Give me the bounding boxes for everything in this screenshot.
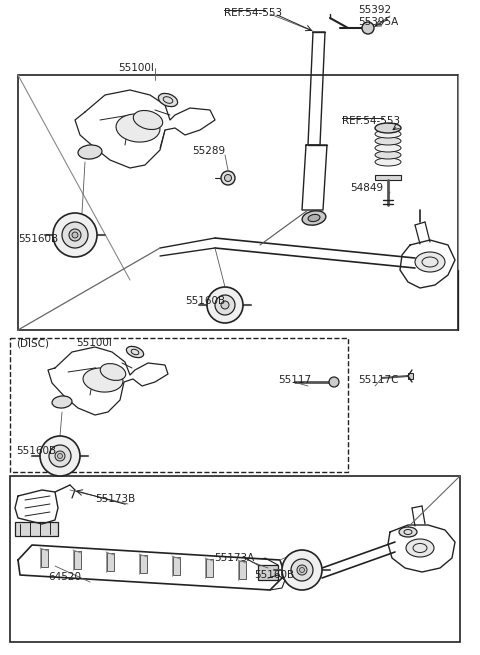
Circle shape (215, 295, 235, 315)
Circle shape (49, 445, 71, 467)
Bar (10, 338, 348, 472)
Bar (408, 373, 413, 379)
Text: 55289: 55289 (192, 146, 225, 156)
Text: (DISC): (DISC) (16, 338, 49, 348)
Bar (239, 561, 246, 579)
Text: 55160B: 55160B (254, 570, 294, 580)
Bar (41, 549, 48, 567)
Ellipse shape (399, 527, 417, 537)
Circle shape (362, 22, 374, 34)
Circle shape (55, 451, 65, 461)
Ellipse shape (375, 130, 401, 138)
Circle shape (291, 559, 313, 581)
Ellipse shape (375, 151, 401, 159)
Bar (18, 75, 458, 330)
Bar (375, 175, 401, 180)
Text: REF.54-553: REF.54-553 (224, 8, 282, 18)
Circle shape (207, 287, 243, 323)
Bar (173, 557, 180, 575)
Bar (15, 522, 58, 536)
Circle shape (221, 301, 229, 309)
Text: 54849: 54849 (350, 183, 383, 193)
Text: 55117C: 55117C (358, 375, 398, 385)
Circle shape (221, 171, 235, 185)
Circle shape (300, 567, 304, 572)
Ellipse shape (375, 123, 401, 133)
Ellipse shape (158, 94, 178, 107)
Ellipse shape (375, 158, 401, 166)
Bar (107, 553, 114, 571)
Circle shape (72, 232, 78, 238)
Text: 64520: 64520 (48, 572, 81, 582)
Text: 55173B: 55173B (95, 494, 135, 504)
Ellipse shape (126, 346, 144, 358)
Circle shape (225, 174, 231, 181)
Bar (74, 551, 81, 569)
Bar (258, 565, 278, 580)
Circle shape (40, 436, 80, 476)
Circle shape (329, 377, 339, 387)
Ellipse shape (83, 368, 123, 392)
Text: 55100I: 55100I (118, 63, 154, 73)
Circle shape (58, 453, 62, 458)
Text: 55392: 55392 (358, 5, 391, 15)
Text: 55160B: 55160B (18, 234, 58, 244)
Bar (140, 555, 147, 573)
Circle shape (53, 213, 97, 257)
Ellipse shape (302, 211, 326, 225)
Ellipse shape (52, 396, 72, 408)
Text: 55117: 55117 (278, 375, 311, 385)
Ellipse shape (133, 111, 163, 130)
Ellipse shape (415, 252, 445, 272)
Circle shape (69, 229, 81, 241)
Text: 55395A: 55395A (358, 17, 398, 27)
Bar (206, 559, 213, 577)
Ellipse shape (116, 114, 160, 142)
Ellipse shape (375, 137, 401, 145)
Text: 55100I: 55100I (76, 338, 112, 348)
Bar (10, 476, 460, 642)
Text: 55160B: 55160B (185, 296, 225, 306)
Text: 55160B: 55160B (16, 446, 56, 456)
Text: REF.54-553: REF.54-553 (342, 116, 400, 126)
Ellipse shape (375, 144, 401, 152)
Text: 55173A: 55173A (214, 553, 254, 563)
Ellipse shape (78, 145, 102, 159)
Circle shape (62, 222, 88, 248)
Ellipse shape (406, 539, 434, 557)
Ellipse shape (308, 214, 320, 221)
Circle shape (282, 550, 322, 590)
Circle shape (297, 565, 307, 575)
Ellipse shape (100, 364, 126, 381)
